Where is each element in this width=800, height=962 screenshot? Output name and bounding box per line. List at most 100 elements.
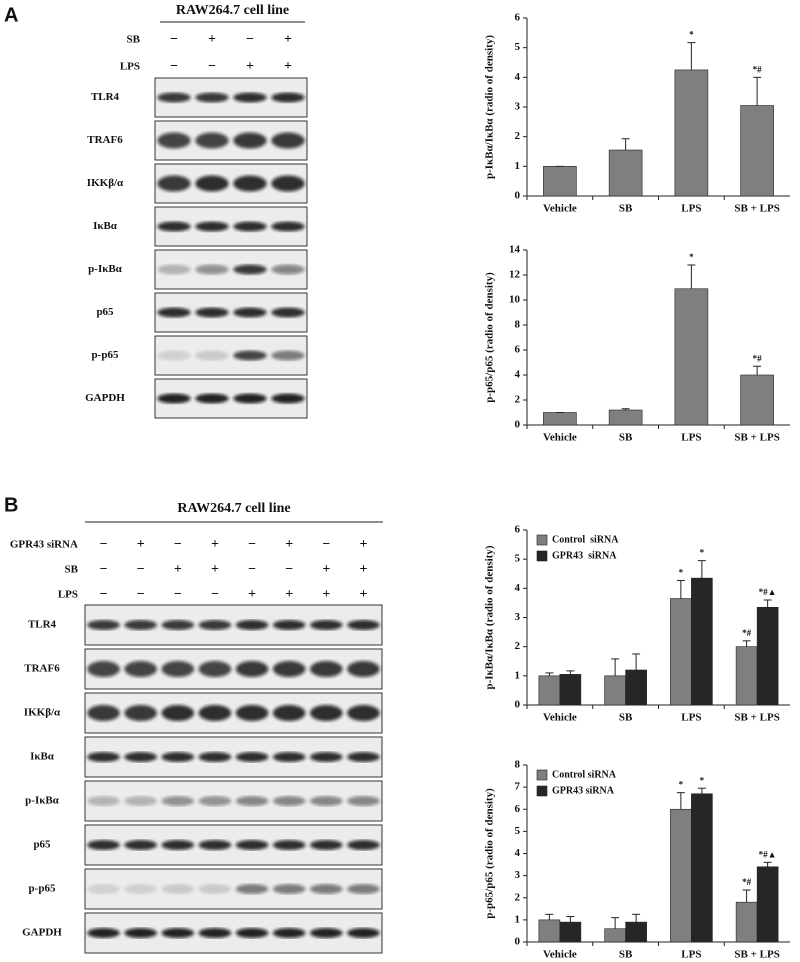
treatment-label: LPS [120,61,140,73]
blot-band [235,752,269,762]
x-tick-label: Vehicle [543,712,577,724]
blot-band [271,350,305,361]
x-tick-label: SB [619,949,633,961]
blot-band [195,92,229,103]
protein-label: p-p65 [92,349,119,361]
y-tick-label: 2 [515,640,521,652]
treatment-sign: + [359,562,367,577]
treatment-sign: + [285,587,293,602]
blot-band [309,884,343,894]
bar [559,921,582,943]
treatment-sign: − [137,562,145,577]
blot-band [157,221,191,232]
blot-band [272,661,306,677]
legend-label: GPR43 siRNA [552,785,615,796]
blot-title: RAW264.7 cell line [176,3,289,18]
blot-band [309,661,343,677]
blot-band [198,752,232,762]
blot-band [161,620,195,630]
blot-band [272,928,306,938]
blot-band [309,620,343,630]
treatment-sign: − [137,587,145,602]
bar [670,598,692,706]
treatment-sign: − [174,537,182,552]
blot-band [235,928,269,938]
y-tick-label: 7 [515,781,521,793]
legend-swatch [536,769,548,781]
blot-band [233,175,267,192]
treatment-sign: + [285,537,293,552]
significance-label: * [700,775,705,785]
x-tick-label: LPS [681,949,701,961]
treatment-sign: + [359,587,367,602]
blot-band [272,840,306,850]
treatment-sign: − [248,537,256,552]
y-tick-label: 4 [515,71,521,83]
protein-label: IKKβ/α [24,707,61,719]
blot-band [347,796,380,806]
blot-band [195,175,229,192]
protein-label: GAPDH [85,392,125,404]
blot-band [233,264,267,275]
x-tick-label: SB [619,712,633,724]
legend-swatch [536,534,548,546]
treatment-sign: − [100,562,108,577]
treatment-sign: − [246,32,254,47]
blot-band [195,350,229,361]
y-tick-label: 0 [515,699,521,711]
blot-band [161,661,195,677]
y-tick-label: 4 [515,369,521,381]
blot-band [124,661,158,677]
blot-band [309,928,343,938]
treatment-sign: + [359,537,367,552]
x-tick-label: LPS [681,432,701,444]
protein-label: p65 [33,839,51,851]
blot-band [198,620,232,630]
x-tick-label: SB + LPS [734,712,779,724]
y-axis-label: p-p65/p65 (radio of density) [484,788,496,919]
blot-band [272,752,306,762]
treatment-sign: + [246,59,254,74]
x-tick-label: SB [619,203,633,215]
x-tick-label: SB + LPS [734,203,779,215]
x-tick-label: SB + LPS [734,949,779,961]
y-tick-label: 4 [515,582,521,594]
bar [604,928,626,943]
y-tick-label: 6 [515,12,521,24]
blot-band [87,661,120,677]
bar [543,166,577,197]
y-tick-label: 14 [509,244,521,256]
blot-band [124,705,158,721]
blot-band [271,221,305,232]
y-axis-label: p-p65/p65 (radio of density) [484,272,496,403]
blot-band [87,796,120,806]
y-tick-label: 0 [515,190,521,202]
blot-band [195,264,229,275]
protein-label: TRAF6 [24,663,60,675]
legend-swatch [536,550,548,562]
blot-band [124,620,158,630]
blot-band [161,796,195,806]
protein-label: TLR4 [91,91,120,103]
bar [691,577,713,706]
protein-label: TLR4 [28,619,57,631]
significance-label: * [679,780,684,790]
bar [735,646,758,706]
protein-label: GAPDH [22,927,62,939]
blot-band [157,350,191,361]
blot-band [87,884,120,894]
blot-band [233,350,267,361]
y-tick-label: 2 [515,394,521,406]
blot-band [233,132,267,149]
x-tick-label: SB + LPS [734,432,779,444]
blot-band [233,393,267,404]
y-tick-label: 6 [515,524,521,536]
blot-band [124,840,158,850]
y-tick-label: 0 [515,419,521,431]
blot-band [347,752,380,762]
blot-band [309,705,343,721]
significance-label: *# [742,877,752,887]
treatment-label: SB [65,564,79,576]
y-tick-label: 12 [509,269,521,281]
